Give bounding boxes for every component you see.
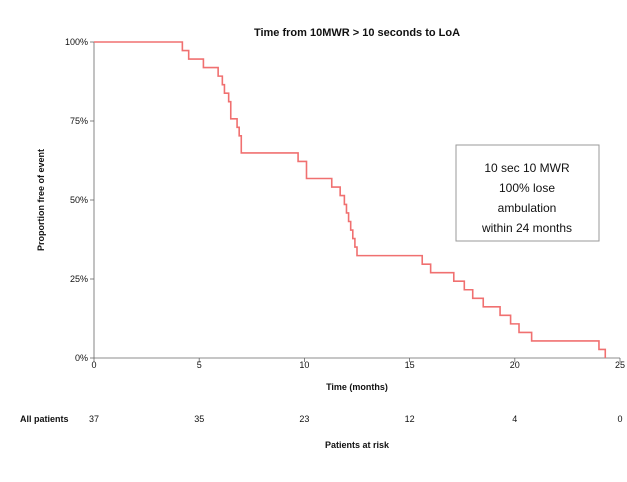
annotation-box: 10 sec 10 MWR 100% lose ambulation withi… (455, 144, 600, 242)
y-tick-label: 0% (75, 353, 88, 363)
risk-value: 12 (405, 414, 415, 424)
x-tick-label: 25 (615, 360, 625, 370)
risk-value: 23 (299, 414, 309, 424)
risk-values: 37 35 23 12 4 0 (89, 414, 623, 424)
y-tick-label: 50% (70, 195, 88, 205)
y-tick-label: 75% (70, 116, 88, 126)
risk-value: 35 (194, 414, 204, 424)
survival-curve (94, 41, 607, 358)
x-axis-label: Time (months) (326, 382, 388, 392)
risk-value: 0 (617, 414, 622, 424)
y-tick-label: 25% (70, 274, 88, 284)
y-ticks: 0% 25% 50% 75% 100% (65, 37, 94, 363)
x-tick-label: 10 (299, 360, 309, 370)
risk-table-title: Patients at risk (325, 440, 390, 450)
annotation-line-3: ambulation (498, 201, 557, 215)
x-tick-label: 15 (405, 360, 415, 370)
x-tick-label: 5 (197, 360, 202, 370)
y-tick-label: 100% (65, 37, 88, 47)
annotation-line-1: 10 sec 10 MWR (484, 161, 570, 175)
x-ticks: 0 5 10 15 20 25 (91, 358, 625, 370)
chart-title: Time from 10MWR > 10 seconds to LoA (254, 27, 460, 39)
x-tick-label: 20 (510, 360, 520, 370)
annotation-line-4: within 24 months (481, 221, 572, 235)
y-axis-label: Proportion free of event (36, 149, 46, 251)
annotation-line-2: 100% lose (499, 181, 555, 195)
risk-value: 4 (512, 414, 517, 424)
risk-row-label: All patients (20, 414, 69, 424)
x-tick-label: 0 (91, 360, 96, 370)
risk-value: 37 (89, 414, 99, 424)
annotation-frame (455, 144, 600, 242)
